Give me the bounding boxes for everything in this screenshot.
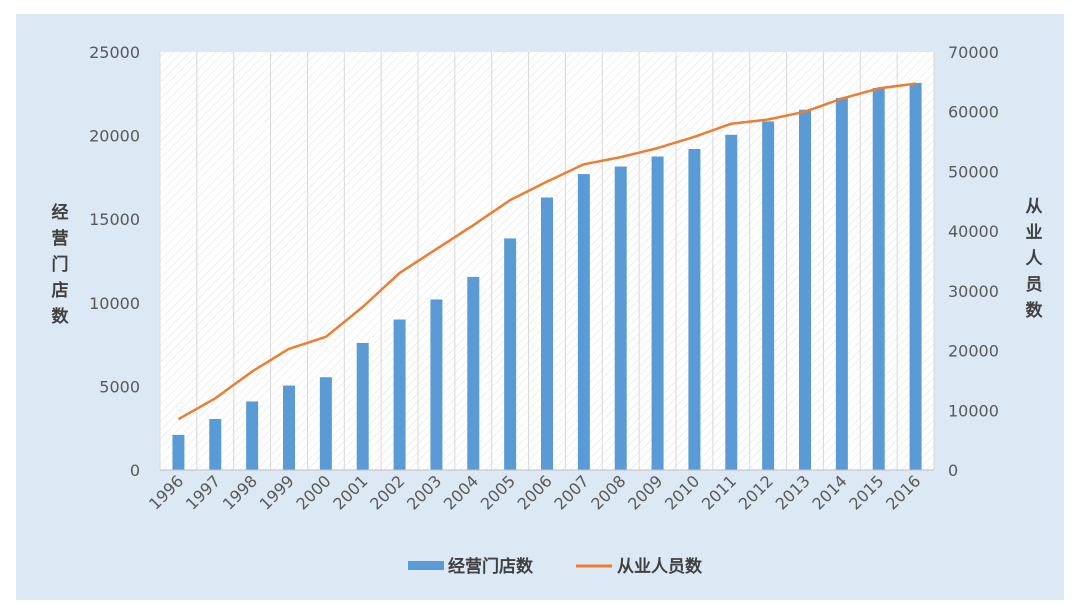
bar-2012 — [762, 121, 775, 470]
bar-1999 — [283, 385, 295, 470]
bar-series — [172, 82, 922, 471]
left-tick-label: 0 — [130, 461, 140, 480]
bar-2001 — [356, 342, 369, 470]
right-tick-label: 20000 — [948, 342, 999, 361]
axis-title-char: 营 — [52, 228, 69, 249]
left-tick-label: 15000 — [89, 210, 140, 229]
line-series — [177, 82, 916, 421]
right-tick-label: 40000 — [948, 222, 999, 241]
x-tick-label: 2005 — [477, 471, 519, 513]
legend-bar-swatch — [408, 561, 444, 570]
x-tick-label: 2012 — [735, 471, 777, 513]
left-axis-title: 经营门店数 — [52, 202, 70, 327]
x-tick-label: 2001 — [329, 471, 371, 513]
bar-2002 — [393, 319, 406, 470]
bar-2004 — [467, 276, 480, 470]
x-tick-label: 2010 — [661, 471, 703, 513]
legend-bar-label: 经营门店数 — [448, 556, 534, 577]
x-tick-label: 2006 — [514, 471, 556, 513]
bar-2000 — [319, 377, 332, 470]
x-tick-label: 1998 — [219, 471, 261, 513]
bar-2010 — [688, 148, 701, 470]
axis-title-char: 业 — [1026, 223, 1043, 243]
bar-2007 — [577, 174, 590, 470]
left-axis-ticks: 0 5000 10000 15000 20000 25000 — [89, 43, 140, 480]
right-tick-label: 10000 — [948, 401, 999, 420]
line-path — [177, 82, 916, 421]
x-tick-label: 2002 — [366, 471, 408, 513]
x-tick-label: 2000 — [292, 471, 334, 513]
left-tick-label: 20000 — [89, 127, 140, 146]
axis-title-char: 经 — [52, 202, 69, 223]
legend-line-label: 从业人员数 — [617, 556, 703, 577]
bar-2016 — [909, 82, 922, 470]
x-tick-label: 2004 — [440, 471, 482, 513]
right-tick-label: 30000 — [948, 282, 999, 301]
bar-2014 — [835, 97, 848, 470]
left-tick-label: 10000 — [89, 294, 140, 313]
right-tick-label: 60000 — [948, 103, 999, 122]
legend: 经营门店数 从业人员数 — [408, 556, 703, 577]
right-axis-ticks: 0 10000 20000 30000 40000 50000 60000 70000 — [948, 43, 999, 480]
x-tick-label: 2013 — [772, 471, 814, 513]
x-tick-label: 1996 — [145, 471, 187, 513]
x-tick-label: 2008 — [587, 471, 629, 513]
axis-title-char: 人 — [1026, 249, 1044, 269]
x-tick-label: 2003 — [403, 471, 445, 513]
right-axis-title: 从业人员数 — [1026, 197, 1044, 321]
bar-1998 — [246, 401, 259, 470]
bar-1996 — [172, 434, 185, 470]
x-tick-label: 2009 — [624, 471, 666, 513]
x-tick-label: 1999 — [256, 471, 298, 513]
right-tick-label: 0 — [948, 461, 958, 480]
x-tick-label: 1997 — [182, 471, 224, 513]
x-axis-ticks: 1996199719981999200020012002200320042005… — [145, 471, 924, 513]
axis-title-char: 员 — [1026, 275, 1043, 295]
x-tick-label: 2007 — [550, 471, 592, 513]
right-tick-label: 50000 — [948, 162, 999, 181]
bar-2013 — [799, 109, 811, 471]
bar-2008 — [614, 166, 627, 471]
axis-title-char: 数 — [1026, 300, 1044, 321]
axis-title-char: 门 — [52, 254, 69, 275]
bar-2003 — [430, 299, 443, 470]
left-tick-label: 25000 — [89, 43, 140, 62]
bar-2005 — [504, 238, 517, 470]
right-tick-label: 70000 — [948, 43, 999, 62]
bar-2009 — [651, 156, 664, 470]
axis-title-char: 数 — [52, 306, 70, 327]
x-tick-label: 2011 — [698, 471, 740, 513]
axis-title-char: 店 — [52, 280, 69, 301]
bar-2011 — [725, 134, 738, 470]
axis-title-char: 从 — [1026, 197, 1043, 217]
left-tick-label: 5000 — [99, 377, 140, 396]
x-tick-label: 2016 — [882, 471, 924, 513]
bar-2015 — [872, 87, 885, 470]
bar-1997 — [209, 419, 222, 470]
x-tick-label: 2014 — [808, 471, 850, 513]
combo-chart: 0 5000 10000 15000 20000 25000 0 10000 20000 300… — [52, 43, 1044, 577]
x-tick-label: 2015 — [845, 471, 887, 513]
chart-frame: 0 5000 10000 15000 20000 25000 0 10000 20000 300… — [16, 14, 1064, 600]
grid-lines — [159, 52, 935, 470]
bar-2006 — [541, 197, 553, 471]
